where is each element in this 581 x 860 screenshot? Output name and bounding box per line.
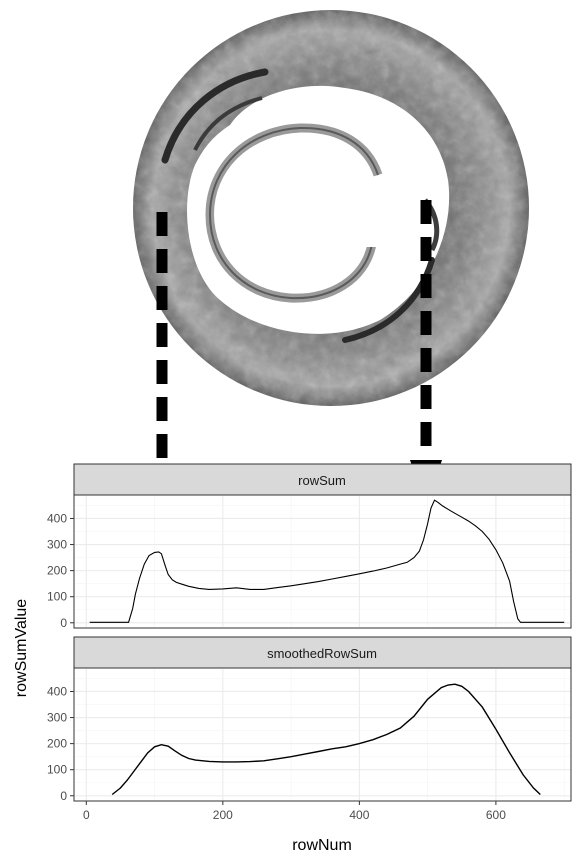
y-tick-label: 100	[47, 590, 67, 604]
y-ticks-smoothed: 0 100 200 300 400	[47, 684, 74, 803]
y-tick-label: 0	[60, 789, 67, 803]
strip-smoothed-bg	[73, 636, 572, 669]
strip-label-smoothed: smoothedRowSum	[267, 646, 377, 661]
y-tick-label: 400	[47, 511, 67, 525]
strip-rowsum-bg	[73, 463, 572, 496]
series-line-smoothed	[111, 683, 541, 796]
x-axis-ticks: 0 200 400 600	[83, 801, 506, 822]
x-tick-label: 600	[486, 808, 506, 822]
x-axis-title: rowNum	[292, 837, 352, 854]
y-tick-label: 100	[47, 763, 67, 777]
y-tick-label: 200	[47, 737, 67, 751]
y-tick-label: 400	[47, 684, 67, 698]
panel-rowsum-frame	[73, 494, 572, 629]
strip-label-rowsum: rowSum	[298, 473, 346, 488]
y-tick-label: 0	[60, 616, 67, 630]
y-axis-title: rowSumValue	[13, 599, 30, 698]
gridlines-smoothed	[75, 669, 570, 800]
y-tick-label: 300	[47, 711, 67, 725]
gridlines-rowsum	[75, 496, 570, 627]
y-ticks-rowsum: 0 100 200 300 400	[47, 511, 74, 630]
x-tick-label: 400	[349, 808, 369, 822]
panel-smoothed-frame	[73, 667, 572, 802]
series-line-rowsum	[89, 499, 565, 623]
x-tick-label: 200	[213, 808, 233, 822]
panel-rowSum: rowSum 0 100 200 300 400	[47, 463, 572, 630]
y-tick-label: 200	[47, 564, 67, 578]
tissue-image	[133, 10, 529, 406]
panel-smoothedRowSum: smoothedRowSum 0 100 200 300 400	[47, 636, 572, 803]
y-tick-label: 300	[47, 538, 67, 552]
x-tick-label: 0	[83, 808, 90, 822]
